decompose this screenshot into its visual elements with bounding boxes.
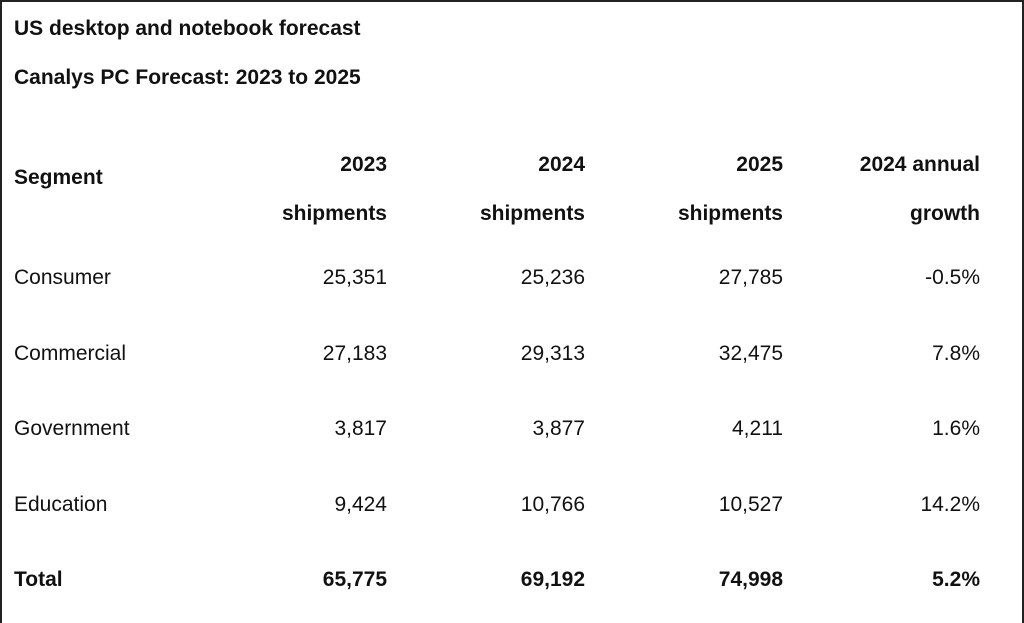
cell-growth: 7.8% [932, 342, 980, 365]
column-header-line2: shipments [677, 202, 783, 225]
column-header-line1: 2024 [538, 153, 585, 176]
table-row-consumer: Consumer 25,351 25,236 27,785 -0.5% [2, 263, 1022, 293]
column-header-line2: shipments [479, 202, 585, 225]
table-row-education: Education 9,424 10,766 10,527 14.2% [2, 490, 1022, 520]
column-header-line2: growth [910, 202, 980, 225]
cell-2024: 69,192 [520, 568, 585, 591]
cell-2023: 25,351 [322, 266, 387, 289]
table-row-government: Government 3,817 3,877 4,211 1.6% [2, 414, 1022, 444]
cell-2023: 65,775 [322, 568, 387, 591]
table-row-total: Total 65,775 69,192 74,998 5.2% [2, 565, 1022, 595]
cell-2024: 3,877 [532, 417, 585, 440]
table-row-commercial: Commercial 27,183 29,313 32,475 7.8% [2, 339, 1022, 369]
column-header-line1: 2025 [736, 153, 783, 176]
column-header-segment: Segment [14, 166, 103, 189]
row-segment: Government [14, 417, 130, 440]
cell-growth: 5.2% [932, 568, 980, 591]
cell-growth: -0.5% [925, 266, 980, 289]
cell-growth: 14.2% [920, 493, 980, 516]
cell-2024: 25,236 [520, 266, 585, 289]
row-segment: Education [14, 493, 108, 516]
column-header-line2: shipments [281, 202, 387, 225]
cell-2025: 74,998 [718, 568, 783, 591]
column-header-2023: 2023 shipments [187, 140, 387, 238]
cell-growth: 1.6% [932, 417, 980, 440]
cell-2024: 29,313 [520, 342, 585, 365]
column-header-growth: 2024 annual growth [780, 140, 980, 238]
column-header-2025: 2025 shipments [583, 140, 783, 238]
cell-2025: 10,527 [718, 493, 783, 516]
column-header-line1: 2023 [340, 153, 387, 176]
cell-2023: 27,183 [322, 342, 387, 365]
column-header-line1: 2024 annual [859, 153, 980, 176]
page-title: US desktop and notebook forecast [14, 17, 361, 40]
cell-2025: 27,785 [718, 266, 783, 289]
row-segment: Total [14, 568, 63, 591]
cell-2023: 9,424 [334, 493, 387, 516]
column-header-2024: 2024 shipments [385, 140, 585, 238]
cell-2025: 4,211 [732, 417, 783, 440]
cell-2024: 10,766 [520, 493, 585, 516]
page-subtitle: Canalys PC Forecast: 2023 to 2025 [14, 66, 361, 89]
row-segment: Commercial [14, 342, 127, 365]
cell-2025: 32,475 [718, 342, 783, 365]
row-segment: Consumer [14, 266, 111, 289]
cell-2023: 3,817 [334, 417, 387, 440]
